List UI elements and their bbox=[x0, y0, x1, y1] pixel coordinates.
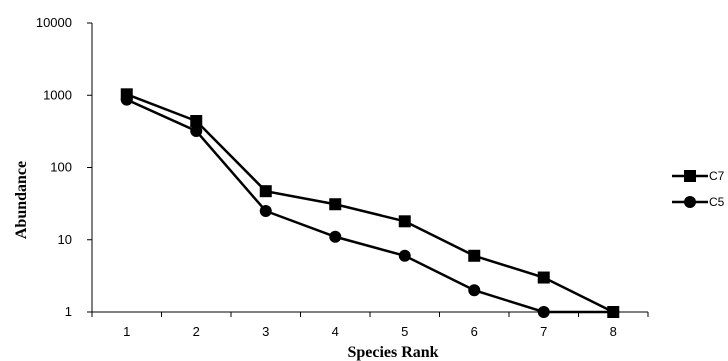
legend-label: C7 bbox=[709, 169, 725, 183]
data-point-c7 bbox=[190, 115, 203, 128]
legend-item-c5: C5 bbox=[672, 195, 725, 209]
x-tick-label: 3 bbox=[262, 324, 269, 339]
x-ticks: 1 2 3 4 5 6 7 8 bbox=[91, 312, 649, 339]
data-point-c7 bbox=[398, 215, 411, 228]
data-point-c7 bbox=[468, 249, 481, 262]
data-point-c5 bbox=[329, 230, 342, 243]
x-tick-label: 2 bbox=[193, 324, 200, 339]
data-point-c7 bbox=[259, 185, 272, 198]
series-c5 bbox=[120, 93, 620, 318]
series-layer bbox=[120, 88, 620, 318]
y-axis-title: Abundance bbox=[13, 161, 30, 239]
data-point-c5 bbox=[537, 306, 550, 318]
data-point-c5 bbox=[259, 204, 272, 217]
x-tick-label: 4 bbox=[332, 324, 339, 339]
data-point-c5 bbox=[607, 306, 620, 318]
x-tick-label: 6 bbox=[471, 324, 478, 339]
series-c7 bbox=[120, 88, 620, 318]
y-tick-label: 100 bbox=[50, 160, 72, 175]
data-point-c5 bbox=[398, 249, 411, 262]
legend-marker bbox=[684, 196, 696, 208]
y-axis: 1 10 100 1000 10000 bbox=[36, 15, 93, 319]
legend-item-c7: C7 bbox=[672, 169, 725, 183]
y-tick-label: 1 bbox=[65, 304, 72, 319]
x-tick-label: 8 bbox=[610, 324, 617, 339]
legend-label: C5 bbox=[709, 195, 725, 209]
data-point-c5 bbox=[190, 125, 203, 138]
x-axis: 1 2 3 4 5 6 7 8 bbox=[91, 311, 649, 339]
data-point-c7 bbox=[537, 271, 550, 284]
x-tick-label: 5 bbox=[401, 324, 408, 339]
series-line-c7 bbox=[126, 93, 614, 314]
data-point-c5 bbox=[120, 93, 133, 106]
x-tick-label: 7 bbox=[540, 324, 547, 339]
y-tick-label: 1000 bbox=[43, 87, 72, 102]
data-point-c7 bbox=[329, 198, 342, 211]
x-axis-title: Species Rank bbox=[347, 344, 438, 361]
data-point-c5 bbox=[468, 284, 481, 297]
y-tick-label: 10000 bbox=[36, 15, 72, 30]
y-ticks: 1 10 100 1000 10000 bbox=[36, 15, 92, 319]
y-tick-label: 10 bbox=[58, 232, 72, 247]
legend: C7 C5 bbox=[672, 169, 725, 209]
x-tick-label: 1 bbox=[123, 324, 130, 339]
legend-marker bbox=[684, 170, 696, 182]
series-line-c5 bbox=[126, 98, 614, 314]
